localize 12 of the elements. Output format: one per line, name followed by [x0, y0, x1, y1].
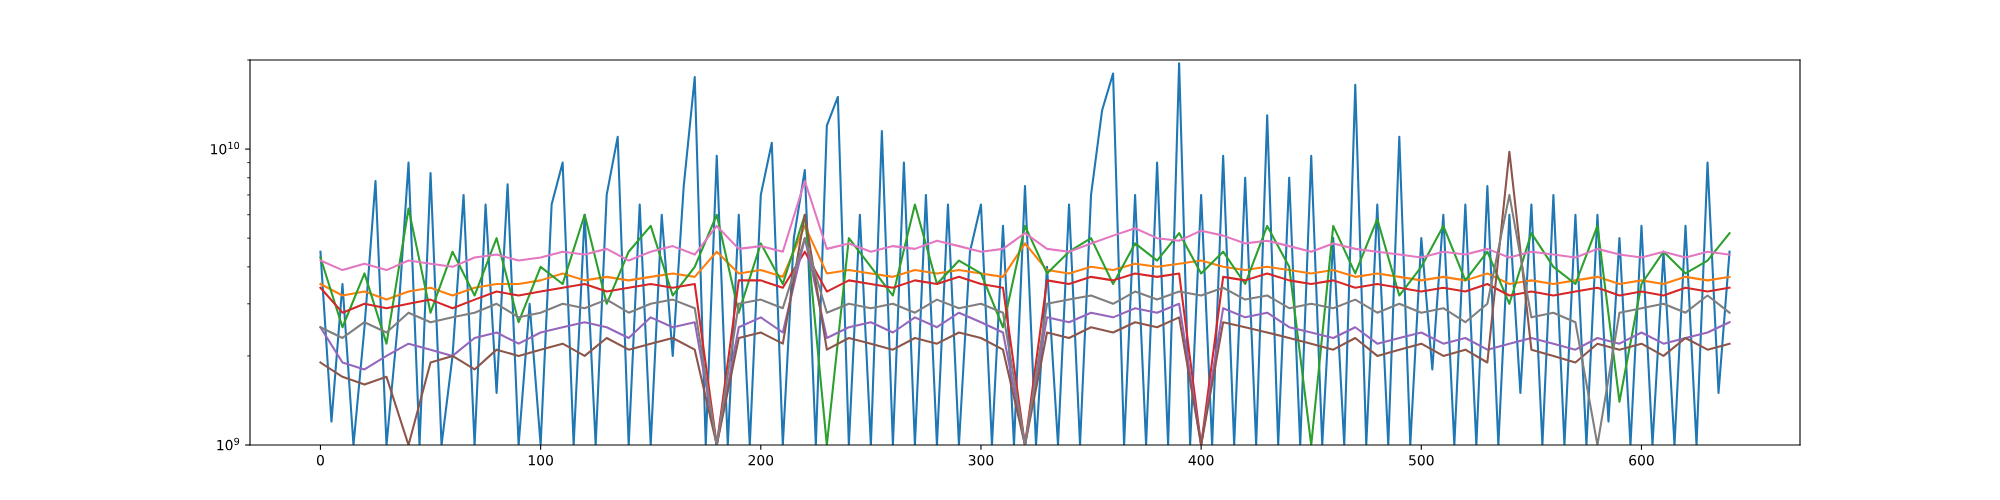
x-tick-label: 400	[1188, 454, 1214, 466]
x-tick-label: 300	[968, 454, 994, 466]
line-series	[319, 224, 1731, 301]
x-tick-label: 500	[1409, 454, 1434, 466]
x-tick-label: 0	[316, 454, 324, 466]
y-tick-label: 10$^{10}$	[211, 141, 240, 155]
x-tick-label: 200	[748, 454, 774, 466]
line-series	[319, 179, 1731, 272]
x-tick-label: 100	[528, 454, 553, 466]
x-tick-label: 600	[1629, 454, 1654, 466]
line-series	[319, 62, 1731, 445]
y-tick-label: 10$^{9}$	[217, 437, 240, 451]
